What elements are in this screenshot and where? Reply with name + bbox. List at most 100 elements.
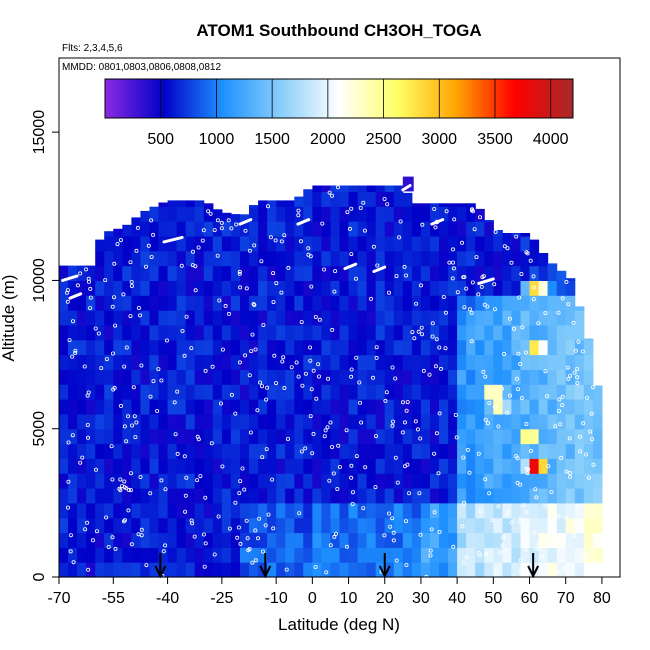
heatmap-cell <box>203 280 214 296</box>
heatmap-cell <box>104 399 114 415</box>
sample-point <box>575 366 580 371</box>
heatmap-cell <box>158 206 169 222</box>
heatmap-cell <box>384 562 395 578</box>
sample-point <box>357 380 362 385</box>
sample-point <box>215 253 220 258</box>
heatmap-cell <box>348 191 359 207</box>
sample-point <box>558 422 563 427</box>
heatmap-cell <box>86 295 96 311</box>
sample-point <box>265 204 270 209</box>
heatmap-cell <box>194 265 205 281</box>
x-tick-label: -70 <box>47 590 70 607</box>
heatmap-cell <box>59 502 69 519</box>
heatmap-cell <box>393 206 404 222</box>
sample-point <box>400 430 405 435</box>
heatmap-cell <box>529 443 540 459</box>
heatmap-cell <box>59 562 69 578</box>
heatmap-cell <box>185 354 196 370</box>
heatmap-cell <box>430 517 440 534</box>
heatmap-cell <box>484 413 494 430</box>
sample-point <box>531 285 536 290</box>
heatmap-cell <box>176 428 187 445</box>
heatmap-cell <box>258 339 268 356</box>
heatmap-cell <box>547 502 558 519</box>
heatmap-cell <box>529 413 540 430</box>
heatmap-cell <box>176 354 187 370</box>
sample-point <box>78 460 83 465</box>
heatmap-cell <box>104 280 114 296</box>
sample-point <box>183 509 188 514</box>
sample-point <box>394 274 399 279</box>
heatmap-cell <box>420 203 431 207</box>
sample-point <box>386 290 391 295</box>
heatmap-cell <box>194 324 205 341</box>
heatmap-cell <box>393 354 404 370</box>
heatmap-cell <box>420 280 431 296</box>
heatmap-cell <box>556 517 567 534</box>
heatmap-cell <box>158 280 169 296</box>
heatmap-cell <box>303 191 313 207</box>
heatmap-cell <box>420 221 431 237</box>
sample-point <box>151 232 156 237</box>
heatmap-cell <box>185 206 196 222</box>
sample-point <box>469 310 474 315</box>
heatmap-cell <box>294 339 304 356</box>
heatmap-cell <box>583 488 594 504</box>
heatmap-cell <box>357 191 368 207</box>
sample-point <box>146 243 151 248</box>
heatmap-cell <box>538 295 549 311</box>
heatmap-cell <box>312 384 322 400</box>
heatmap-cell <box>520 428 531 445</box>
heatmap-cell <box>565 399 576 415</box>
heatmap-cell <box>176 339 187 356</box>
heatmap-cell <box>312 221 322 237</box>
heatmap-cell <box>258 399 268 415</box>
heatmap-cell <box>511 428 521 445</box>
heatmap-cell <box>420 443 431 459</box>
heatmap-cell <box>149 399 160 415</box>
heatmap-cell <box>221 473 232 489</box>
heatmap-cell <box>330 191 341 207</box>
heatmap-cell <box>68 295 78 311</box>
sample-point <box>398 219 403 224</box>
heatmap-cell <box>583 413 594 430</box>
heatmap-cell <box>348 532 359 548</box>
sample-point <box>388 524 393 529</box>
heatmap-cell <box>493 310 503 326</box>
heatmap-cell <box>547 384 558 400</box>
heatmap-cell <box>466 265 476 281</box>
sample-point <box>462 274 467 279</box>
heatmap-cell <box>339 191 350 207</box>
heatmap-cell <box>221 458 232 474</box>
heatmap-cell <box>113 280 123 296</box>
heatmap-cell <box>276 458 286 474</box>
sample-point <box>73 350 78 355</box>
heatmap-cell <box>68 324 78 341</box>
sample-point <box>437 345 442 350</box>
sample-point <box>260 455 265 460</box>
heatmap-cell <box>113 295 123 311</box>
heatmap-cell <box>267 384 277 400</box>
sample-point <box>303 371 308 376</box>
sample-point <box>264 397 269 402</box>
heatmap-cell <box>511 324 521 341</box>
sample-point <box>516 387 521 392</box>
sample-point <box>297 511 302 516</box>
heatmap-cell <box>113 354 123 370</box>
sample-point <box>113 323 118 328</box>
heatmap-cell <box>393 488 404 504</box>
sample-point <box>308 358 313 363</box>
heatmap-cell <box>574 562 585 578</box>
heatmap-cell <box>484 443 494 459</box>
sample-point <box>184 475 189 480</box>
heatmap-cell <box>330 221 341 237</box>
heatmap-cell <box>466 413 476 430</box>
heatmap-cell <box>194 413 205 430</box>
heatmap-cell <box>556 339 567 356</box>
heatmap-cell <box>149 473 160 489</box>
heatmap-cell <box>366 384 377 400</box>
heatmap-cell <box>294 399 304 415</box>
heatmap-cell <box>384 413 395 430</box>
sample-point <box>487 401 492 406</box>
heatmap-cell <box>194 250 205 267</box>
